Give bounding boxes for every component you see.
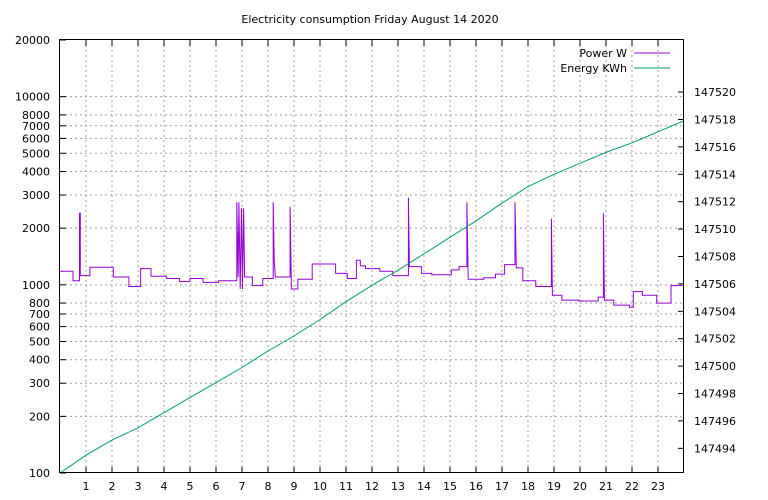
legend: Power W Energy KWh (560, 47, 670, 75)
y-tick-label: 3000 (22, 189, 50, 202)
y-tick-label: 400 (29, 354, 50, 367)
y-tick-label: 6000 (22, 132, 50, 145)
y-tick-label: 700 (29, 308, 50, 321)
y2-tick-label: 147510 (694, 223, 736, 236)
y2-tick-label: 147498 (694, 388, 736, 401)
y-tick-label: 8000 (22, 109, 50, 122)
y-tick-label: 600 (29, 321, 50, 334)
x-tick-label: 1 (83, 480, 90, 493)
y-tick-label: 500 (29, 335, 50, 348)
x-tick-label: 7 (239, 480, 246, 493)
y2-tick-label: 147494 (694, 442, 736, 455)
x-tick-label: 21 (599, 480, 613, 493)
y2-tick-label: 147508 (694, 251, 736, 264)
y2-tick-label: 147502 (694, 333, 736, 346)
x-tick-label: 17 (495, 480, 509, 493)
y-tick-label: 1000 (22, 279, 50, 292)
x-tick-label: 9 (291, 480, 298, 493)
y2-tick-label: 147506 (694, 278, 736, 291)
x-tick-label: 8 (265, 480, 272, 493)
y-tick-label: 200 (29, 410, 50, 423)
series-line-energy (59, 120, 685, 474)
y-tick-label: 100 (29, 467, 50, 480)
x-tick-label: 20 (573, 480, 587, 493)
legend-label: Energy KWh (560, 62, 627, 75)
grid (60, 40, 684, 473)
x-tick-label: 15 (443, 480, 457, 493)
y2-tick-label: 147514 (694, 168, 736, 181)
x-tick-label: 18 (521, 480, 535, 493)
y2-tick-label: 147512 (694, 196, 736, 209)
x-tick-label: 10 (313, 480, 327, 493)
y-tick-label: 10000 (15, 91, 50, 104)
series-line-power (60, 197, 684, 308)
y-tick-label: 800 (29, 297, 50, 310)
x-tick-label: 4 (161, 480, 168, 493)
y-tick-label: 20000 (15, 34, 50, 47)
axes: 1 2 3 4 5 6 7 8 9 10 11 12 13 14 15 16 17 18 19 20 21 22 23100… (15, 34, 736, 493)
x-tick-label: 14 (417, 480, 431, 493)
plot-area (59, 120, 685, 474)
y-tick-label: 300 (29, 377, 50, 390)
y2-tick-label: 147516 (694, 141, 736, 154)
x-tick-label: 11 (339, 480, 353, 493)
y-tick-label: 4000 (22, 166, 50, 179)
y2-tick-label: 147496 (694, 415, 736, 428)
chart-title: Electricity consumption Friday August 14… (241, 13, 498, 26)
x-tick-label: 2 (109, 480, 116, 493)
x-tick-label: 22 (625, 480, 639, 493)
x-tick-label: 23 (651, 480, 665, 493)
legend-label: Power W (579, 47, 627, 60)
y2-tick-label: 147500 (694, 360, 736, 373)
x-tick-label: 5 (187, 480, 194, 493)
x-tick-label: 3 (135, 480, 142, 493)
y2-tick-label: 147518 (694, 113, 736, 126)
x-tick-label: 12 (365, 480, 379, 493)
x-tick-label: 13 (391, 480, 405, 493)
y-tick-label: 2000 (22, 222, 50, 235)
x-tick-label: 16 (469, 480, 483, 493)
y-tick-label: 7000 (22, 120, 50, 133)
x-tick-label: 6 (213, 480, 220, 493)
y2-tick-label: 147504 (694, 305, 736, 318)
x-tick-label: 19 (547, 480, 561, 493)
y-tick-label: 5000 (22, 147, 50, 160)
y2-tick-label: 147520 (694, 86, 736, 99)
